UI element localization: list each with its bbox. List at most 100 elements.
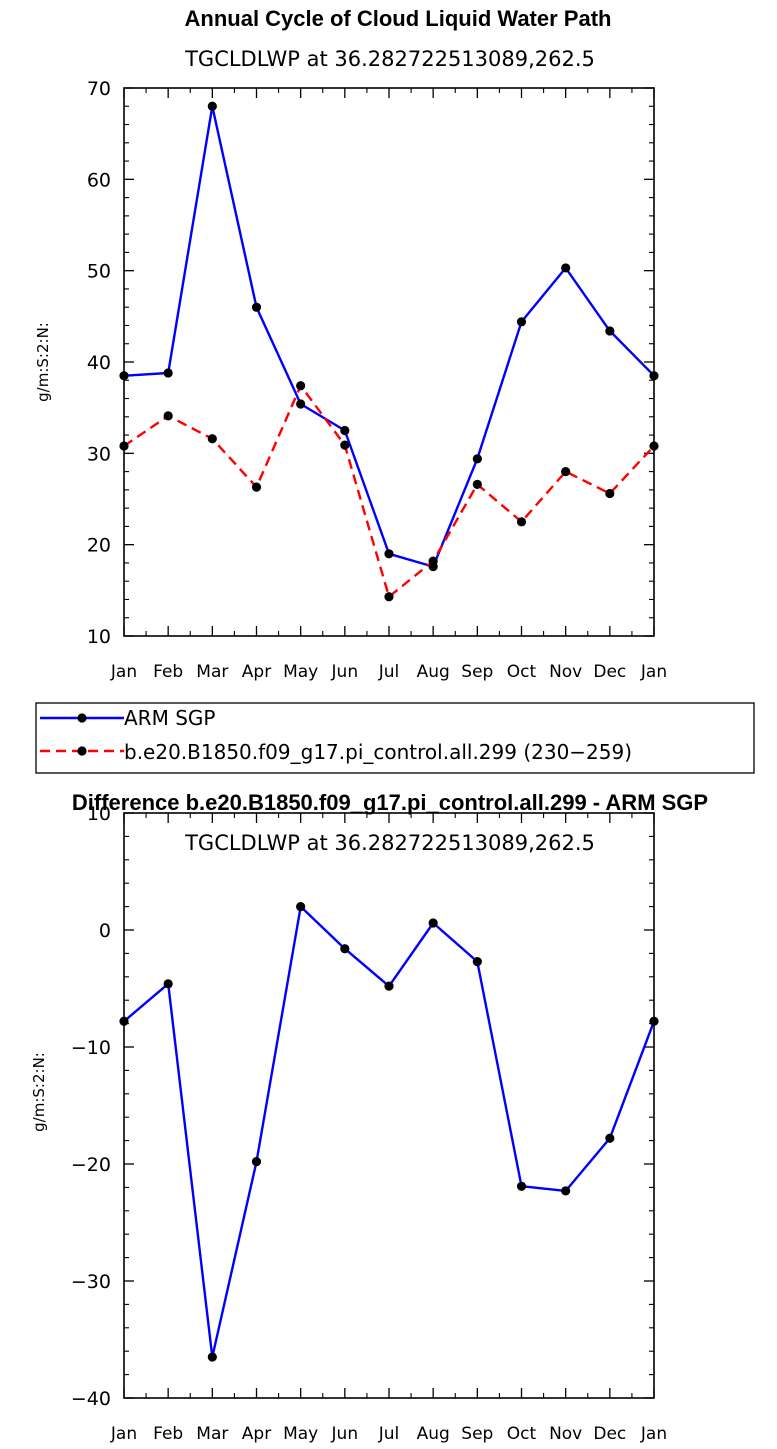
x-tick-label: Jan bbox=[640, 662, 667, 682]
x-tick-label: Dec bbox=[593, 1424, 626, 1444]
x-tick-label: Sep bbox=[461, 1424, 493, 1444]
y-tick-label: 60 bbox=[87, 169, 111, 191]
data-point bbox=[163, 368, 173, 378]
x-tick-label: Feb bbox=[153, 1424, 183, 1444]
series-group bbox=[119, 902, 659, 1362]
x-tick-label: Nov bbox=[549, 662, 582, 682]
data-point bbox=[251, 1157, 262, 1167]
y-tick-label: 70 bbox=[87, 78, 111, 100]
x-tick-label: Apr bbox=[242, 662, 271, 682]
x-tick-label: Feb bbox=[153, 662, 183, 682]
y-tick-label: −10 bbox=[71, 1037, 111, 1059]
x-tick-label: Jun bbox=[331, 662, 359, 682]
x-tick-label: Dec bbox=[593, 662, 626, 682]
series-line-0 bbox=[123, 905, 656, 1359]
legend: ARM SGP b.e20.B1850.f09_g17.pi_control.a… bbox=[35, 702, 755, 774]
series-line-0 bbox=[123, 105, 655, 568]
chart-subtitle: TGCLDLWP at 36.282722513089,262.5 bbox=[184, 47, 595, 71]
x-tick-label: Jan bbox=[110, 662, 137, 682]
data-point bbox=[472, 479, 482, 489]
x-tick-label: Oct bbox=[507, 1424, 537, 1444]
y-tick-label: −20 bbox=[71, 1154, 111, 1176]
data-point bbox=[428, 556, 438, 566]
data-point bbox=[384, 549, 394, 559]
y-tick-label: 10 bbox=[87, 803, 111, 825]
y-tick-label: 40 bbox=[87, 352, 111, 374]
x-tick-label: Jan bbox=[110, 1424, 137, 1444]
x-tick-label: Jul bbox=[378, 662, 400, 682]
y-axis-label: g/m:S:2:N: bbox=[30, 1052, 48, 1132]
data-point bbox=[649, 441, 659, 451]
x-tick-label: Oct bbox=[507, 662, 537, 682]
y-tick-label: 10 bbox=[87, 626, 111, 648]
data-point bbox=[207, 434, 217, 444]
data-point bbox=[163, 979, 173, 989]
data-point bbox=[649, 371, 659, 381]
x-tick-label: Jul bbox=[378, 1424, 400, 1444]
axes: Jan Feb Mar Apr May Jun Jul Aug Sep Oct Nov Dec Jan 1… bbox=[87, 78, 667, 682]
data-point bbox=[119, 1016, 129, 1026]
data-point bbox=[340, 944, 350, 954]
y-tick-label: 50 bbox=[87, 261, 111, 283]
x-tick-label: Mar bbox=[196, 662, 228, 682]
x-tick-label: Aug bbox=[417, 1424, 450, 1444]
y-axis-label: g/m:S:2:N: bbox=[34, 322, 52, 402]
legend-marker-arm-sgp bbox=[77, 713, 87, 723]
data-point bbox=[296, 399, 306, 409]
x-tick-label: Mar bbox=[196, 1424, 228, 1444]
data-point bbox=[472, 454, 482, 464]
annual-cycle-chart: Annual Cycle of Cloud Liquid Water Path … bbox=[34, 6, 667, 682]
data-point bbox=[251, 302, 262, 312]
x-tick-label: Aug bbox=[417, 662, 450, 682]
x-tick-label: Nov bbox=[549, 1424, 582, 1444]
data-point bbox=[605, 326, 615, 336]
y-tick-label: 0 bbox=[99, 920, 111, 942]
legend-label-arm-sgp: ARM SGP bbox=[124, 706, 215, 730]
data-point bbox=[340, 440, 350, 450]
data-point bbox=[605, 1133, 615, 1143]
data-point bbox=[207, 101, 217, 111]
difference-chart: Difference b.e20.B1850.f09_g17.pi_contro… bbox=[30, 790, 708, 1444]
data-point bbox=[472, 956, 482, 967]
y-tick-label: 20 bbox=[87, 535, 111, 557]
data-point bbox=[561, 467, 571, 477]
data-point bbox=[340, 425, 350, 436]
data-point bbox=[516, 1181, 527, 1191]
data-point bbox=[207, 1352, 217, 1362]
data-point bbox=[516, 317, 527, 327]
data-point bbox=[561, 263, 571, 273]
x-tick-label: Jan bbox=[640, 1424, 667, 1444]
data-point bbox=[384, 592, 394, 602]
chart-title: Difference b.e20.B1850.f09_g17.pi_contro… bbox=[72, 790, 708, 815]
series-group bbox=[119, 101, 659, 602]
series-line-1 bbox=[123, 384, 655, 598]
x-tick-label: Jun bbox=[331, 1424, 359, 1444]
y-tick-label: −30 bbox=[71, 1271, 111, 1293]
x-tick-label: Sep bbox=[461, 662, 493, 682]
data-point bbox=[251, 482, 262, 492]
data-point bbox=[163, 411, 173, 421]
data-point bbox=[119, 441, 129, 451]
data-point bbox=[384, 981, 394, 991]
legend-marker-model bbox=[77, 746, 87, 756]
data-point bbox=[428, 918, 438, 928]
legend-box bbox=[35, 702, 755, 774]
legend-label-model: b.e20.B1850.f09_g17.pi_control.all.299 (… bbox=[124, 740, 632, 764]
data-point bbox=[516, 517, 527, 527]
x-tick-label: May bbox=[283, 1424, 318, 1444]
y-tick-label: 30 bbox=[87, 443, 111, 465]
data-point bbox=[649, 1016, 659, 1026]
chart-subtitle: TGCLDLWP at 36.282722513089,262.5 bbox=[184, 831, 595, 855]
data-point bbox=[561, 1186, 571, 1196]
axes: Jan Feb Mar Apr May Jun Jul Aug Sep Oct Nov Dec Jan −… bbox=[71, 803, 667, 1444]
x-tick-label: May bbox=[283, 662, 318, 682]
data-point bbox=[119, 371, 129, 381]
data-point bbox=[296, 902, 306, 912]
x-tick-label: Apr bbox=[242, 1424, 271, 1444]
y-tick-label: −40 bbox=[71, 1388, 111, 1410]
data-point bbox=[296, 381, 306, 391]
data-point bbox=[605, 488, 615, 499]
chart-title: Annual Cycle of Cloud Liquid Water Path bbox=[185, 6, 612, 31]
plot-frame bbox=[123, 812, 655, 1399]
